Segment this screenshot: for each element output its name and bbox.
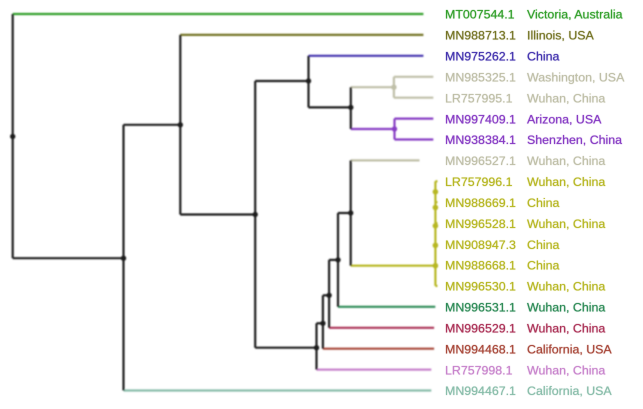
svg-text:Wuhan, China: Wuhan, China (527, 280, 605, 294)
svg-text:LR757998.1: LR757998.1 (445, 363, 513, 377)
svg-text:Wuhan, China: Wuhan, China (527, 91, 605, 105)
svg-text:MN988713.1: MN988713.1 (445, 29, 516, 43)
svg-text:Shenzhen, China: Shenzhen, China (527, 133, 622, 147)
svg-text:China: China (527, 259, 559, 273)
svg-text:Wuhan, China: Wuhan, China (527, 363, 605, 377)
svg-text:China: China (527, 50, 559, 64)
svg-text:Arizona, USA: Arizona, USA (527, 112, 602, 126)
svg-text:Wuhan, China: Wuhan, China (527, 154, 605, 168)
svg-text:MN994468.1: MN994468.1 (445, 342, 516, 356)
svg-text:LR757995.1: LR757995.1 (445, 91, 513, 105)
svg-text:Washington, USA: Washington, USA (527, 71, 625, 85)
svg-text:China: China (527, 238, 559, 252)
svg-text:MN996530.1: MN996530.1 (445, 280, 516, 294)
svg-text:MT007544.1: MT007544.1 (445, 8, 515, 22)
svg-text:MN996529.1: MN996529.1 (445, 321, 516, 335)
svg-text:MN997409.1: MN997409.1 (445, 112, 516, 126)
svg-text:MN908947.3: MN908947.3 (445, 238, 516, 252)
svg-text:MN985325.1: MN985325.1 (445, 71, 516, 85)
svg-text:MN994467.1: MN994467.1 (445, 384, 516, 398)
svg-text:MN996531.1: MN996531.1 (445, 301, 516, 315)
svg-text:China: China (527, 196, 559, 210)
svg-text:Wuhan, China: Wuhan, China (527, 301, 605, 315)
svg-text:LR757996.1: LR757996.1 (445, 175, 513, 189)
svg-text:Victoria, Australia: Victoria, Australia (527, 8, 623, 22)
svg-text:Wuhan, China: Wuhan, China (527, 175, 605, 189)
svg-text:MN988669.1: MN988669.1 (445, 196, 516, 210)
svg-text:MN996527.1: MN996527.1 (445, 154, 516, 168)
svg-text:MN988668.1: MN988668.1 (445, 259, 516, 273)
svg-text:Wuhan, China: Wuhan, China (527, 321, 605, 335)
svg-text:MN996528.1: MN996528.1 (445, 217, 516, 231)
svg-text:Illinois, USA: Illinois, USA (527, 29, 595, 43)
svg-text:MN938384.1: MN938384.1 (445, 133, 516, 147)
svg-text:Wuhan, China: Wuhan, China (527, 217, 605, 231)
svg-text:California, USA: California, USA (527, 384, 612, 398)
svg-text:MN975262.1: MN975262.1 (445, 50, 516, 64)
svg-text:California, USA: California, USA (527, 342, 612, 356)
